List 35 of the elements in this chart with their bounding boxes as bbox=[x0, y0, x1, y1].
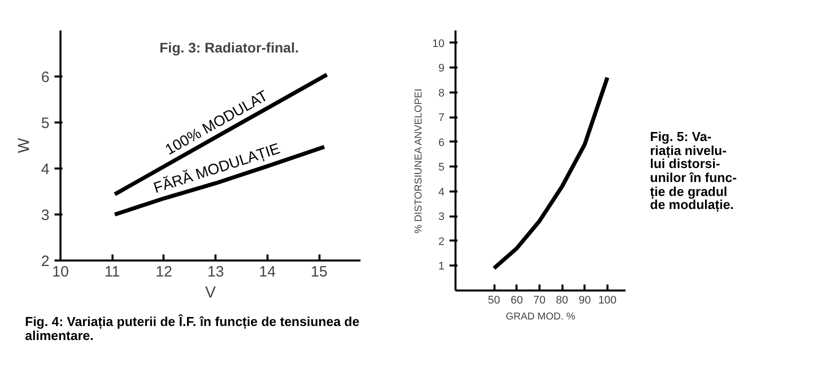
x-tick-label: 70 bbox=[533, 294, 546, 306]
x-tick-label: 12 bbox=[156, 264, 172, 280]
caption: Fig. 5: Va- riația nivelu- lui distorsi- unilor în func- ție de gradul de modulație. bbox=[650, 129, 737, 212]
x-tick-label: 13 bbox=[207, 264, 224, 280]
x-tick-label: 90 bbox=[578, 294, 591, 306]
x-tick-label: 15 bbox=[310, 264, 328, 280]
y-tick-label: 2 bbox=[438, 236, 445, 248]
y-tick-label: 5 bbox=[438, 162, 445, 174]
x-tick-label: 50 bbox=[488, 294, 500, 306]
y-axis-title: % DISTORSIUNEA ANVELOPEI bbox=[413, 88, 424, 234]
x-tick-label: 100 bbox=[598, 294, 617, 306]
y-tick-label: 6 bbox=[41, 69, 50, 86]
y-tick-label: 4 bbox=[41, 161, 50, 178]
y-tick-label: 4 bbox=[438, 186, 445, 198]
x-tick-label: 80 bbox=[556, 294, 568, 306]
y-tick-label: 2 bbox=[41, 253, 50, 270]
caption: Fig. 4: Variația puterii de Î.F. în funcție de tensiunea de alimentare. bbox=[25, 314, 360, 344]
x-tick-label: 10 bbox=[52, 264, 69, 280]
x-tick-label: 11 bbox=[104, 264, 120, 280]
y-tick-label: 7 bbox=[438, 112, 445, 124]
x-tick-label: 60 bbox=[510, 294, 523, 306]
y-tick-label: 10 bbox=[432, 38, 445, 50]
annotation: Fig. 3: Radiator-final. bbox=[160, 40, 299, 56]
x-tick-label: 14 bbox=[259, 264, 276, 280]
y-tick-label: 1 bbox=[438, 260, 445, 273]
y-tick-label: 3 bbox=[41, 207, 50, 224]
x-axis-title: GRAD MOD. % bbox=[506, 312, 576, 322]
y-tick-label: 6 bbox=[438, 136, 445, 149]
y-tick-label: 9 bbox=[438, 62, 445, 75]
y-tick-label: 3 bbox=[438, 211, 445, 224]
y-axis-title: W bbox=[16, 137, 34, 154]
x-axis-title: V bbox=[205, 284, 216, 302]
line-series bbox=[492, 76, 610, 270]
y-tick-label: 5 bbox=[41, 115, 50, 132]
y-tick-label: 8 bbox=[438, 87, 445, 100]
